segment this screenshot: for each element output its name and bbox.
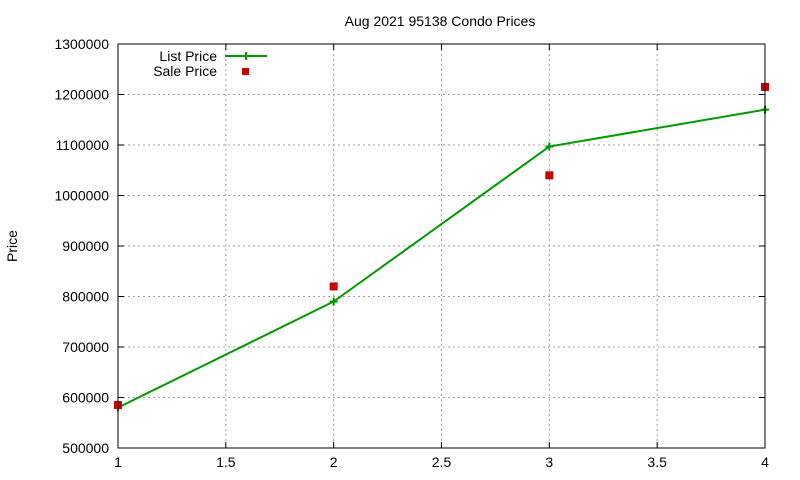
series-layer xyxy=(114,82,769,412)
x-tick-label: 3 xyxy=(545,454,553,470)
series-line-list-price xyxy=(117,108,766,409)
data-point-sale-price xyxy=(329,282,338,291)
y-tick-label: 600000 xyxy=(62,390,109,406)
y-tick-labels: 500000 600000 700000 800000 900000 1000000 110… xyxy=(54,36,109,456)
y-tick-label: 900000 xyxy=(62,238,109,254)
legend: List Price Sale Price xyxy=(153,48,267,79)
y-axis-label: Price xyxy=(4,230,20,262)
plot-frame xyxy=(117,43,766,449)
legend-label-sale-price: Sale Price xyxy=(153,63,217,79)
x-tick-label: 1.5 xyxy=(216,454,236,470)
y-tick-label: 1000000 xyxy=(54,188,109,204)
y-tick-label: 1200000 xyxy=(54,87,109,103)
data-point-list-price xyxy=(329,297,338,306)
y-tick-label: 1300000 xyxy=(54,36,109,52)
y-tick-label: 500000 xyxy=(62,440,109,456)
grid xyxy=(118,44,765,448)
legend-label-list-price: List Price xyxy=(159,48,217,64)
chart-title: Aug 2021 95138 Condo Prices xyxy=(345,13,536,29)
y-tick-label: 1100000 xyxy=(56,137,110,153)
x-tick-label: 4 xyxy=(761,454,769,470)
x-tick-labels: 1 1.5 2 2.5 3 3.5 4 xyxy=(114,454,769,470)
y-tick-label: 800000 xyxy=(62,289,109,305)
x-tick-label: 2.5 xyxy=(432,454,452,470)
data-point-list-price xyxy=(545,142,554,151)
data-point-sale-price xyxy=(545,171,554,180)
y-tick-label: 700000 xyxy=(62,339,109,355)
legend-marker-list-price xyxy=(242,52,250,60)
x-tick-label: 3.5 xyxy=(647,454,667,470)
legend-marker-sale-price xyxy=(242,68,249,75)
x-tick-label: 1 xyxy=(114,454,122,470)
x-tick-label: 2 xyxy=(330,454,338,470)
